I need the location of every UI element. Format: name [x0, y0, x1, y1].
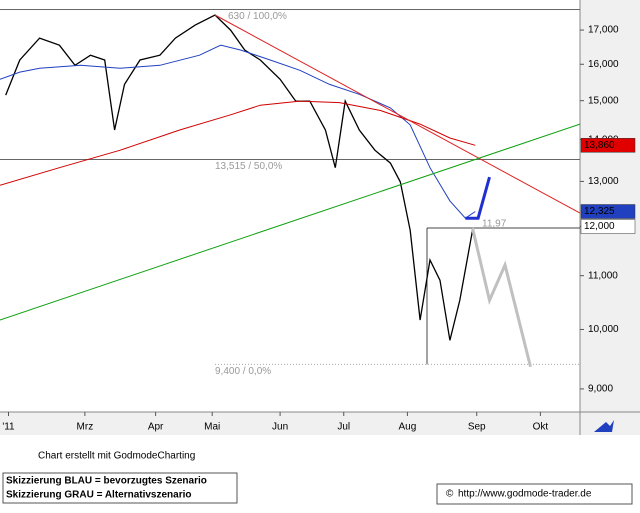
x-tick-label: Mai — [204, 422, 220, 433]
logo-icon — [594, 420, 614, 432]
price-tag-label: 12,000 — [584, 221, 615, 232]
price-tag — [580, 138, 636, 153]
x-tick-label: Okt — [533, 422, 549, 433]
level-label: 13,515 / 50,0% — [215, 161, 282, 172]
x-axis-panel — [0, 412, 640, 435]
y-tick-label: 13,000 — [588, 176, 619, 187]
series-line — [471, 227, 532, 368]
note: Skizzierung BLAU = bevorzugtes Szenario — [6, 476, 207, 487]
y-tick-label: 11,000 — [588, 270, 618, 281]
series-line — [5, 14, 474, 341]
resistance-label: 11,97 — [482, 219, 507, 230]
price-tag — [580, 204, 636, 219]
y-tick-label: 16,000 — [588, 59, 619, 70]
series-line — [0, 44, 476, 219]
url-box — [436, 483, 633, 505]
url: http://www.godmode-trader.de — [458, 489, 592, 500]
note: Skizzierung GRAU = Alternativszenario — [6, 490, 192, 501]
series-line — [0, 100, 476, 186]
price-tag-label: 12,325 — [584, 206, 615, 217]
y-tick-label: 9,000 — [588, 384, 613, 395]
x-tick-label: Aug — [399, 422, 417, 433]
series-line — [214, 14, 581, 214]
price-tag — [580, 219, 636, 234]
x-tick-label: '11 — [2, 422, 15, 433]
notes-box — [2, 472, 238, 504]
series-line — [465, 176, 491, 220]
copyright-icon: © — [446, 489, 454, 500]
level-label: 630 / 100,0% — [228, 11, 287, 22]
y-tick-label: 15,000 — [588, 95, 619, 106]
level-label: 9,400 / 0,0% — [215, 366, 271, 377]
y-tick-label: 17,000 — [588, 25, 619, 36]
x-tick-label: Mrz — [77, 422, 94, 433]
series-line — [0, 123, 581, 321]
y-tick-label: 10,000 — [588, 324, 619, 335]
x-tick-label: Jul — [337, 422, 350, 433]
x-tick-label: Jun — [272, 422, 288, 433]
credit: Chart erstellt mit GodmodeCharting — [38, 451, 195, 462]
x-tick-label: Apr — [148, 422, 164, 433]
x-tick-label: Sep — [468, 422, 486, 433]
price-tag-label: 13,860 — [584, 140, 615, 151]
